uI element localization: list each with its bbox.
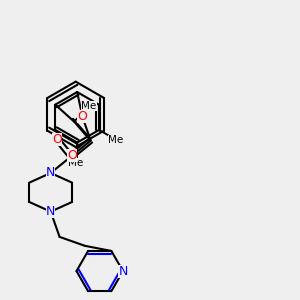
Text: O: O xyxy=(77,110,87,123)
Text: N: N xyxy=(46,167,56,179)
Text: Me: Me xyxy=(81,101,97,111)
Text: N: N xyxy=(46,205,56,218)
Text: O: O xyxy=(67,149,77,162)
Text: N: N xyxy=(118,265,128,278)
Text: Me: Me xyxy=(108,135,123,145)
Text: O: O xyxy=(52,133,62,146)
Text: Me: Me xyxy=(68,158,83,168)
